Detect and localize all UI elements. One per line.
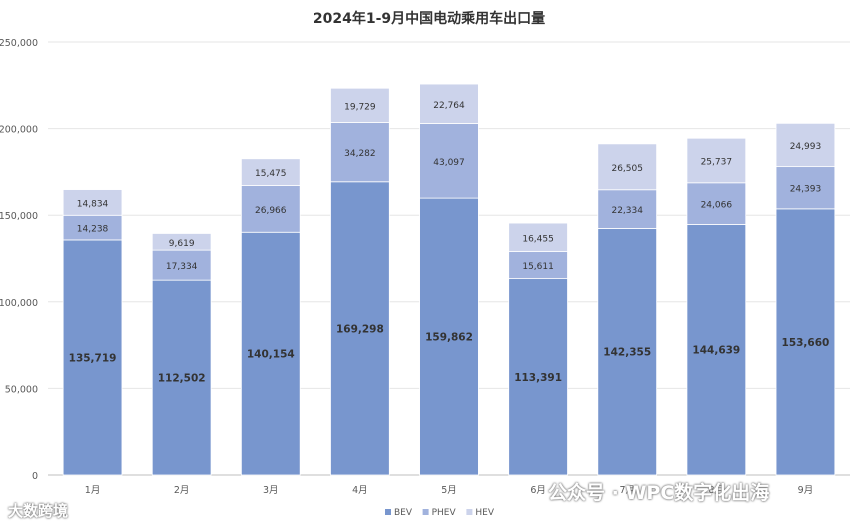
chart-title: 2024年1-9月中国电动乘用车出口量 — [313, 10, 545, 27]
y-tick-label: 250,000 — [0, 38, 38, 49]
bar-segment-phev — [151, 249, 212, 281]
data-label: 159,862 — [425, 332, 473, 344]
data-label: 144,639 — [692, 345, 740, 357]
x-axis: 1月 2月 3月 4月 5月 6月 7月 8月 9月 — [85, 485, 813, 496]
bar-segment-phev — [330, 121, 390, 183]
watermark-right: 公众号 · WPC数字化出海 — [548, 482, 770, 504]
data-label: 15,475 — [255, 169, 287, 179]
data-label: 9,619 — [169, 239, 195, 249]
y-tick-label: 50,000 — [5, 384, 38, 395]
bar-segment-bev — [775, 208, 836, 476]
data-label: 24,066 — [701, 201, 733, 211]
bar-segment-phev — [62, 214, 123, 241]
data-label: 24,993 — [790, 142, 822, 152]
data-label: 25,737 — [701, 158, 733, 168]
watermark-left: 大数跨境 — [8, 502, 69, 520]
data-label: 24,393 — [790, 185, 822, 195]
data-label: 113,391 — [514, 372, 562, 384]
bar-segment-phev — [686, 182, 747, 225]
x-tick-label: 7月 — [619, 485, 635, 496]
data-label: 15,611 — [522, 262, 554, 272]
data-label: 26,505 — [611, 164, 643, 174]
bar-segment-bev — [62, 239, 123, 476]
legend: BEV PHEV HEV — [385, 508, 495, 518]
x-tick-label: 5月 — [441, 485, 457, 496]
bar-segment-bev — [686, 224, 747, 476]
data-label: 169,298 — [336, 323, 384, 335]
legend-label: PHEV — [432, 508, 457, 518]
y-tick-label: 200,000 — [0, 125, 38, 136]
data-label: 17,334 — [166, 262, 198, 272]
bar-segment-hev — [330, 87, 390, 123]
bar-segment-hev — [240, 158, 301, 186]
data-label: 34,282 — [344, 149, 376, 159]
x-tick-label: 8月 — [709, 485, 725, 496]
bars: 135,719 14,238 14,834 112,502 17,334 9,619 140… — [62, 83, 836, 476]
bar-segment-hev — [508, 222, 568, 252]
legend-label: HEV — [475, 508, 494, 518]
data-label: 43,097 — [433, 158, 465, 168]
bar-segment-bev — [240, 231, 301, 476]
x-tick-label: 2月 — [174, 485, 190, 496]
bar-segment-bev — [419, 197, 479, 476]
bar-segment-hev — [62, 189, 123, 216]
bar-segment-hev — [419, 83, 479, 124]
bar-segment-phev — [508, 251, 568, 280]
legend-swatch — [422, 509, 429, 515]
data-label: 135,719 — [69, 352, 117, 364]
data-label: 22,764 — [433, 101, 465, 111]
y-axis: 0 50,000 100,000 150,000 200,000 250,000 — [0, 38, 38, 482]
x-tick-label: 6月 — [530, 485, 546, 496]
bar-segment-phev — [419, 123, 479, 199]
data-label: 26,966 — [255, 206, 287, 216]
data-label: 140,154 — [247, 349, 295, 361]
legend-label: BEV — [394, 508, 413, 518]
bar-segment-hev — [686, 137, 747, 184]
data-label: 112,502 — [158, 373, 206, 385]
legend-swatch — [466, 509, 473, 515]
data-label: 142,355 — [603, 347, 651, 359]
bar-segment-hev — [775, 122, 836, 168]
bar-segment-bev — [330, 181, 390, 476]
bar-segment-phev — [597, 189, 658, 229]
y-tick-label: 0 — [32, 471, 38, 482]
y-tick-label: 100,000 — [0, 298, 38, 309]
data-label: 19,729 — [344, 102, 376, 112]
x-tick-label: 3月 — [263, 485, 279, 496]
bar-segment-bev — [508, 278, 568, 476]
bar-segment-hev — [597, 143, 658, 191]
data-label: 16,455 — [522, 234, 554, 244]
bar-segment-hev — [151, 233, 212, 251]
data-label: 14,238 — [77, 225, 109, 235]
data-label: 153,660 — [782, 337, 830, 349]
y-tick-label: 150,000 — [0, 211, 38, 222]
x-tick-label: 4月 — [352, 485, 368, 496]
bar-segment-bev — [597, 228, 658, 476]
bar-segment-phev — [775, 166, 836, 210]
data-label: 22,334 — [611, 206, 643, 216]
x-tick-label: 1月 — [85, 485, 101, 496]
x-tick-label: 9月 — [798, 485, 814, 496]
data-label: 14,834 — [77, 199, 109, 209]
legend-swatch — [385, 509, 391, 515]
